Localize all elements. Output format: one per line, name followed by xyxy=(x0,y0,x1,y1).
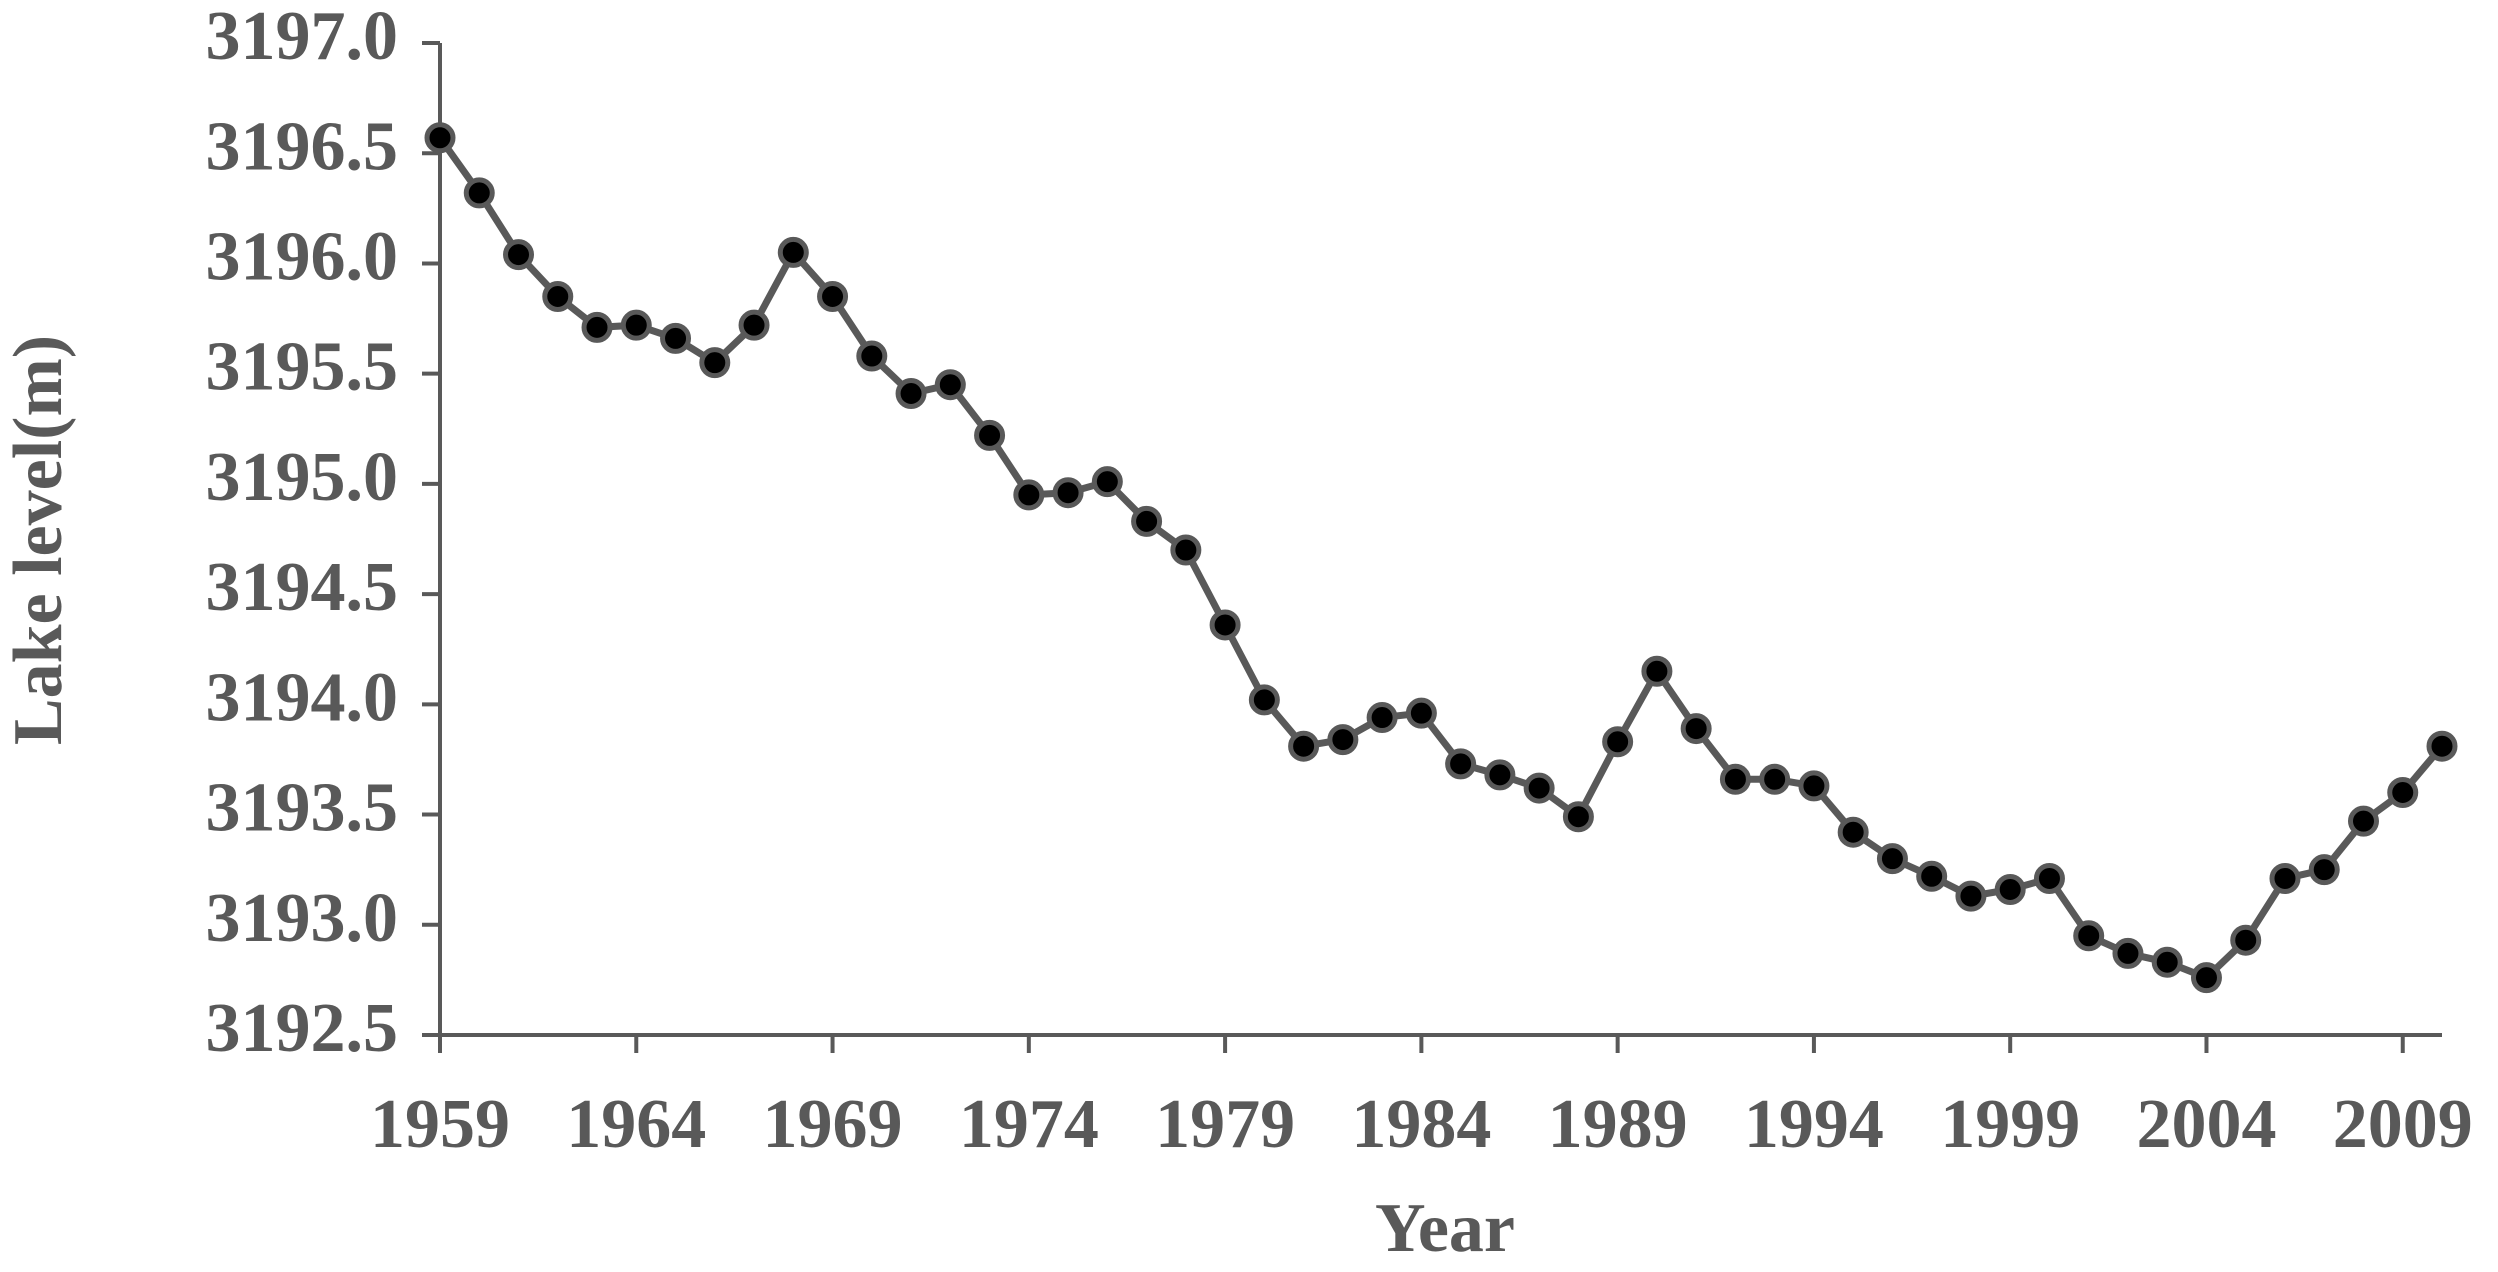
data-point xyxy=(1484,759,1516,791)
data-point xyxy=(1445,748,1477,780)
y-tick-label: 3194.0 xyxy=(206,659,399,736)
data-point xyxy=(2426,730,2458,762)
y-tick-label: 3193.0 xyxy=(206,880,399,957)
x-tick-label: 1999 xyxy=(1940,1086,2080,1163)
data-point xyxy=(2190,962,2222,994)
x-tick-label: 1994 xyxy=(1744,1086,1884,1163)
y-tick-label: 3193.5 xyxy=(206,770,399,847)
data-point xyxy=(2112,937,2144,969)
data-point xyxy=(660,322,692,354)
data-point xyxy=(1837,816,1869,848)
data-point xyxy=(581,311,613,343)
y-tick-label: 3194.5 xyxy=(206,549,399,626)
data-point xyxy=(2308,854,2340,886)
data-point xyxy=(424,122,456,154)
data-point xyxy=(699,347,731,379)
data-point xyxy=(1562,801,1594,833)
data-point xyxy=(2151,946,2183,978)
x-tick-label: 1974 xyxy=(959,1086,1099,1163)
data-point xyxy=(1523,772,1555,804)
data-point xyxy=(817,281,849,313)
data-point xyxy=(1602,726,1634,758)
data-point xyxy=(1876,843,1908,875)
data-point xyxy=(1405,697,1437,729)
data-point xyxy=(1209,609,1241,641)
data-point xyxy=(1641,655,1673,687)
data-point xyxy=(2230,924,2262,956)
data-point xyxy=(2269,862,2301,894)
data-point xyxy=(1366,702,1398,734)
x-tick-label: 1984 xyxy=(1351,1086,1491,1163)
x-tick-label: 1979 xyxy=(1155,1086,1295,1163)
data-point xyxy=(1052,477,1084,509)
x-tick-label: 1989 xyxy=(1548,1086,1688,1163)
x-tick-label: 1964 xyxy=(566,1086,706,1163)
data-point xyxy=(1170,534,1202,566)
data-point xyxy=(1288,730,1320,762)
data-point xyxy=(2347,805,2379,837)
data-line xyxy=(437,135,2445,982)
y-tick-label: 3196.5 xyxy=(206,108,399,185)
data-point xyxy=(1091,466,1123,498)
data-point xyxy=(1719,763,1751,795)
data-point xyxy=(463,177,495,209)
y-tick-label: 3195.0 xyxy=(206,439,399,516)
y-tick-label: 3192.5 xyxy=(206,990,399,1067)
x-tick-label: 1959 xyxy=(370,1086,510,1163)
data-point xyxy=(1131,505,1163,537)
data-point xyxy=(974,419,1006,451)
y-tick-label: 3197.0 xyxy=(206,0,399,75)
x-tick-label: 2004 xyxy=(2136,1086,2276,1163)
data-point xyxy=(738,309,770,341)
x-tick-label: 1969 xyxy=(763,1086,903,1163)
data-point xyxy=(1327,724,1359,756)
data-point xyxy=(2033,862,2065,894)
data-point xyxy=(777,236,809,268)
data-point xyxy=(1955,880,1987,912)
y-tick-label: 3195.5 xyxy=(206,329,399,406)
x-tick-label: 2009 xyxy=(2333,1086,2473,1163)
data-point xyxy=(856,340,888,372)
data-point xyxy=(620,309,652,341)
data-point xyxy=(1013,479,1045,511)
data-point xyxy=(1798,770,1830,802)
data-point xyxy=(1680,713,1712,745)
data-point xyxy=(2073,920,2105,952)
data-point xyxy=(542,281,574,313)
data-point xyxy=(2387,777,2419,809)
data-point xyxy=(1994,874,2026,906)
y-tick-label: 3196.0 xyxy=(206,219,399,296)
x-axis-title: Year xyxy=(1375,1190,1515,1267)
data-point xyxy=(503,239,535,271)
data-point xyxy=(1759,763,1791,795)
data-point xyxy=(1248,684,1280,716)
data-point xyxy=(895,378,927,410)
data-point xyxy=(1916,860,1948,892)
y-axis-title: Lake level(m) xyxy=(0,335,77,745)
data-point xyxy=(934,369,966,401)
